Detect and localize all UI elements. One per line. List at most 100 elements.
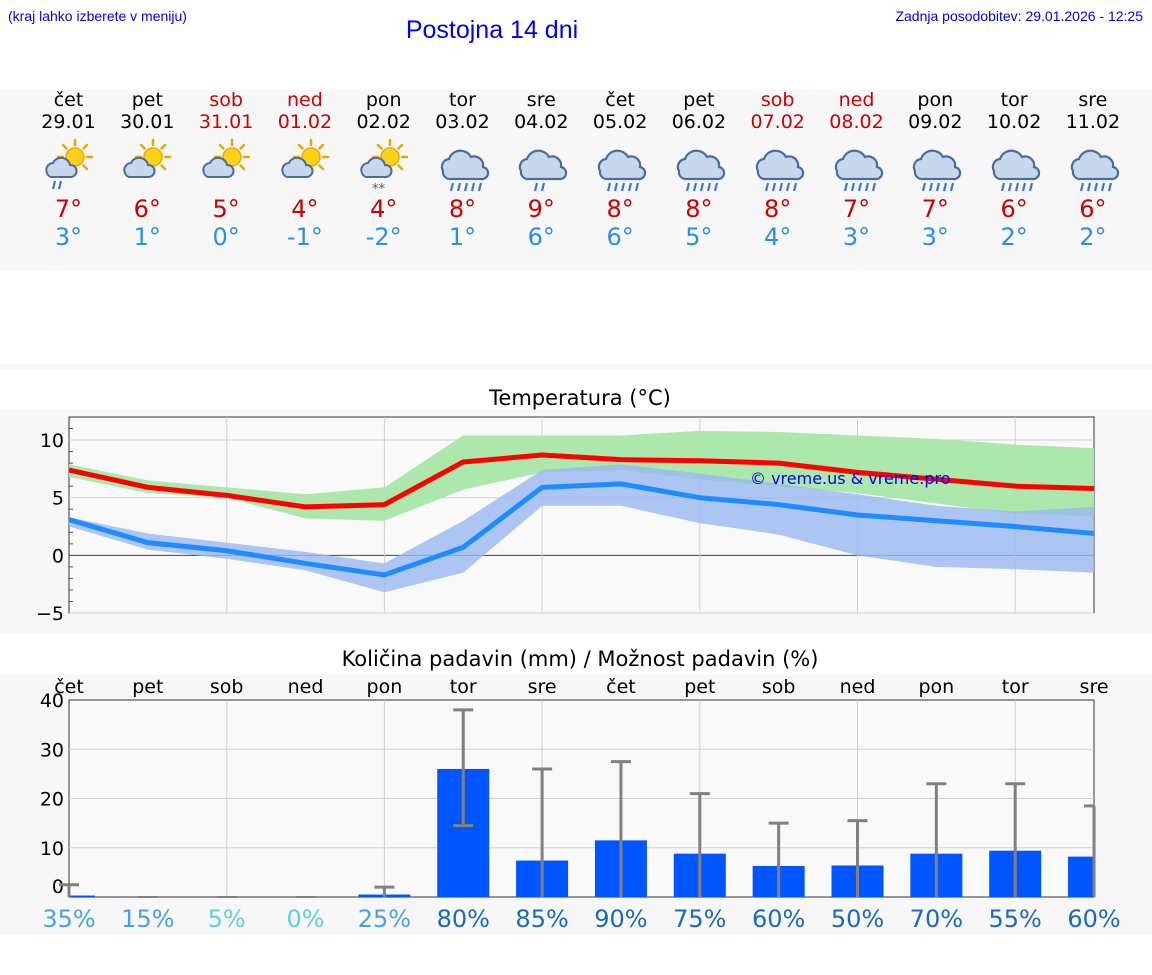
- min-temp: -2°: [365, 223, 402, 251]
- day-date: 10.02: [986, 111, 1042, 133]
- max-temp: 4°: [370, 195, 398, 223]
- day-column: pet 30.01 6° 1°: [108, 89, 187, 251]
- precip-probability: 55%: [989, 905, 1042, 933]
- day-date: 29.01: [41, 111, 96, 133]
- y-tick-label: 40: [40, 690, 64, 712]
- day-column: sob 31.01 5° 0°: [187, 89, 266, 251]
- x-category-label: pon: [367, 676, 403, 698]
- day-name: sob: [760, 89, 795, 111]
- day-column: pon 09.02 7° 3°: [896, 89, 975, 251]
- x-category-label: ned: [840, 676, 876, 698]
- max-temp: 4°: [291, 195, 319, 223]
- day-name: tor: [1000, 89, 1028, 111]
- day-column: sre 11.02 6° 2°: [1053, 89, 1132, 251]
- day-name: pon: [365, 89, 402, 111]
- x-category-label: sre: [528, 676, 557, 698]
- min-temp: 5°: [685, 223, 713, 251]
- x-category-label: pon: [918, 676, 954, 698]
- day-date: 09.02: [908, 111, 963, 133]
- cloud-light-rain-icon: [519, 149, 568, 192]
- x-category-label: tor: [1002, 676, 1029, 698]
- day-name: ned: [286, 89, 323, 111]
- temperature-chart-title: Temperatura (°C): [489, 386, 671, 410]
- sun-cloud-snow-icon: **: [360, 138, 408, 195]
- precipitation-chart-title: Količina padavin (mm) / Možnost padavin …: [341, 647, 819, 671]
- day-column: pet 06.02 8° 5°: [659, 89, 738, 251]
- sun-cloud-rain-icon: [44, 138, 93, 190]
- cloud-rain-icon: [755, 149, 804, 192]
- sun-cloud-icon: [281, 138, 330, 178]
- separator: [0, 364, 1152, 370]
- max-temp: 5°: [212, 195, 240, 223]
- max-temp: 6°: [133, 195, 161, 223]
- x-category-label: čet: [54, 676, 84, 698]
- cloud-rain-icon: [676, 149, 726, 192]
- max-temp: 8°: [448, 195, 477, 223]
- max-temp: 8°: [764, 195, 792, 223]
- precip-probability: 0%: [287, 905, 325, 933]
- temperature-panel: −5 0 5 10 © vreme.us & vreme.pro: [0, 410, 1152, 634]
- day-name: pet: [683, 89, 715, 111]
- precip-probability: 60%: [1067, 905, 1120, 933]
- forecast-strip: [0, 90, 1152, 270]
- precip-bar: [1068, 856, 1094, 897]
- y-tick-label: 30: [40, 739, 64, 761]
- precip-probability: 70%: [910, 905, 963, 933]
- min-temp: 3°: [54, 223, 83, 251]
- x-category-label: pet: [684, 676, 715, 698]
- day-name: tor: [449, 89, 476, 111]
- location-hint[interactable]: (kraj lahko izberete v meniju): [8, 8, 187, 24]
- day-date: 02.02: [356, 111, 411, 133]
- min-temp: 2°: [1000, 223, 1028, 251]
- min-temp: -1°: [286, 223, 323, 251]
- cloud-rain-icon: [834, 149, 883, 192]
- day-name: sob: [209, 89, 243, 111]
- day-column: sre 04.02 9° 6°: [502, 89, 581, 251]
- day-column: sob 07.02 8° 4°: [738, 89, 817, 251]
- cloud-rain-icon: [913, 149, 962, 192]
- y-tick-label: 10: [40, 838, 64, 860]
- min-temp: 6°: [527, 223, 555, 251]
- cloud-rain-icon: [597, 149, 647, 192]
- day-name: sre: [526, 89, 556, 111]
- max-temp: 9°: [527, 195, 555, 223]
- y-tick-label: 0: [52, 545, 64, 567]
- x-category-label: sob: [210, 676, 244, 698]
- svg-text:**: **: [372, 182, 386, 195]
- precip-probability: 5%: [208, 905, 246, 933]
- day-column: ned 01.02 4° -1°: [265, 89, 344, 251]
- max-temp: 7°: [921, 195, 949, 223]
- max-temp: 6°: [1079, 195, 1107, 223]
- day-date: 31.01: [198, 111, 254, 133]
- precip-probability: 60%: [752, 905, 805, 933]
- max-temp: 8°: [606, 195, 634, 223]
- sun-cloud-icon: [202, 138, 251, 178]
- precip-bar: [69, 895, 95, 897]
- y-tick-label: 10: [40, 430, 64, 452]
- day-column: čet 05.02 8° 6°: [581, 89, 660, 251]
- cloud-rain-icon: [440, 149, 489, 192]
- day-name: pet: [131, 89, 163, 111]
- day-name: čet: [605, 89, 635, 111]
- min-range-band: [69, 464, 1095, 593]
- y-tick-label: 0: [52, 876, 64, 898]
- min-temp-line: [68, 481, 1095, 578]
- day-date: 05.02: [592, 111, 648, 133]
- cloud-rain-icon: [1070, 149, 1120, 192]
- x-category-label: pet: [132, 676, 163, 698]
- cloud-rain-icon: [991, 149, 1041, 192]
- page-title: Postojna 14 dni: [405, 16, 579, 44]
- precip-probability: 75%: [673, 905, 726, 933]
- day-date: 08.02: [829, 111, 884, 133]
- precip-probability: 80%: [437, 905, 490, 933]
- y-tick-label: −5: [36, 603, 64, 625]
- day-column: tor 03.02 8° 1°: [423, 89, 502, 251]
- y-tick-label: 5: [52, 488, 64, 510]
- precip-probability: 25%: [358, 905, 411, 933]
- max-temp: 8°: [685, 195, 713, 223]
- precip-probability: 85%: [515, 905, 568, 933]
- day-date: 07.02: [750, 111, 805, 133]
- sun-cloud-icon: [123, 138, 172, 178]
- x-category-label: ned: [288, 676, 324, 698]
